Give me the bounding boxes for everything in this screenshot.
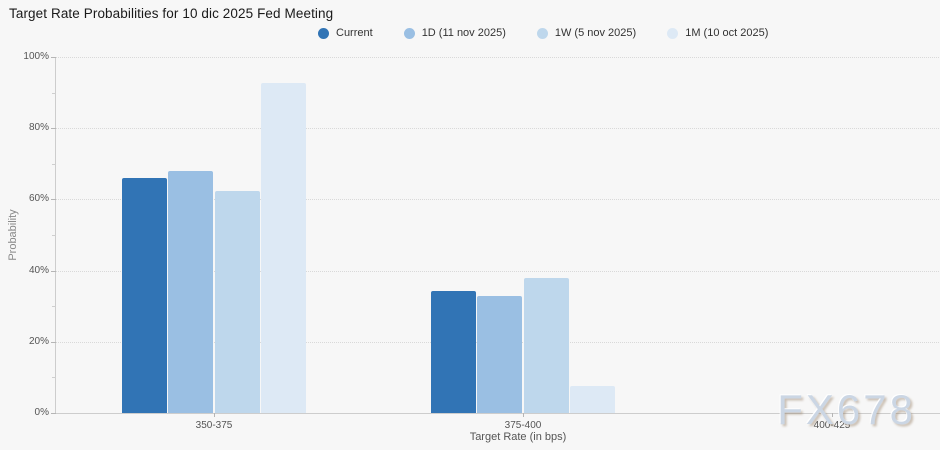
x-tick-mark — [214, 413, 215, 417]
legend-item-1m[interactable]: 1M (10 oct 2025) — [667, 27, 768, 39]
bar-1d-350-375[interactable] — [168, 171, 214, 413]
y-tick-mark — [51, 270, 56, 272]
bar-1m-375-400[interactable] — [570, 385, 616, 413]
y-tick-label: 20% — [28, 335, 49, 347]
x-axis-title: Target Rate (in bps) — [469, 431, 567, 443]
y-tick-mark — [51, 199, 56, 201]
legend-item-current[interactable]: Current — [318, 27, 373, 39]
y-minor-tick-mark — [52, 163, 56, 165]
y-minor-tick-mark — [52, 92, 56, 94]
bar-1m-350-375[interactable] — [261, 83, 307, 413]
bar-current-350-375[interactable] — [121, 178, 167, 413]
y-tick-label: 60% — [28, 193, 49, 205]
gridline-40 — [56, 270, 940, 272]
plot-area: 0% 20% 40% 60% 80% 100% 350-375 375-400 400-425 — [23, 51, 940, 431]
y-tick-label: 0% — [34, 407, 49, 418]
gridline-100 — [56, 57, 940, 58]
legend-label: 1D (11 nov 2025) — [421, 27, 506, 39]
legend: Current 1D (11 nov 2025) 1W (5 nov 2025)… — [318, 27, 768, 39]
legend-dot-1w-icon — [536, 27, 548, 39]
y-minor-tick-mark — [52, 306, 56, 308]
legend-item-1d[interactable]: 1D (11 nov 2025) — [403, 27, 506, 39]
gridline-80 — [56, 128, 940, 130]
y-tick-mark — [51, 413, 56, 414]
y-tick-mark — [51, 57, 56, 58]
chart-title: Target Rate Probabilities for 10 dic 202… — [9, 6, 334, 21]
y-axis-title: Probability — [7, 209, 19, 261]
y-minor-tick-mark — [52, 235, 56, 236]
legend-dot-1m-icon — [667, 27, 679, 39]
gridline-60 — [56, 199, 940, 201]
y-tick-label: 80% — [28, 122, 49, 134]
bar-1d-375-400[interactable] — [477, 295, 523, 413]
y-tick-label: 100% — [23, 51, 49, 62]
bar-1w-375-400[interactable] — [523, 278, 569, 413]
x-tick-mark — [832, 413, 833, 417]
legend-label: 1M (10 oct 2025) — [685, 27, 769, 39]
x-category-label: 375-400 — [504, 420, 542, 431]
y-minor-tick-mark — [52, 377, 56, 379]
bar-current-375-400[interactable] — [430, 290, 476, 413]
bar-1w-350-375[interactable] — [214, 191, 260, 413]
x-category-label: 400-425 — [813, 420, 851, 431]
legend-label: 1W (5 nov 2025) — [554, 27, 637, 39]
y-tick-mark — [51, 341, 56, 343]
legend-dot-1d-icon — [403, 27, 415, 39]
y-tick-label: 40% — [28, 264, 49, 276]
x-tick-mark — [523, 413, 524, 417]
legend-item-1w[interactable]: 1W (5 nov 2025) — [536, 27, 637, 39]
x-category-label: 350-375 — [195, 420, 233, 431]
legend-label: Current — [336, 27, 373, 39]
legend-dot-current-icon — [318, 27, 329, 39]
y-tick-mark — [51, 128, 56, 130]
